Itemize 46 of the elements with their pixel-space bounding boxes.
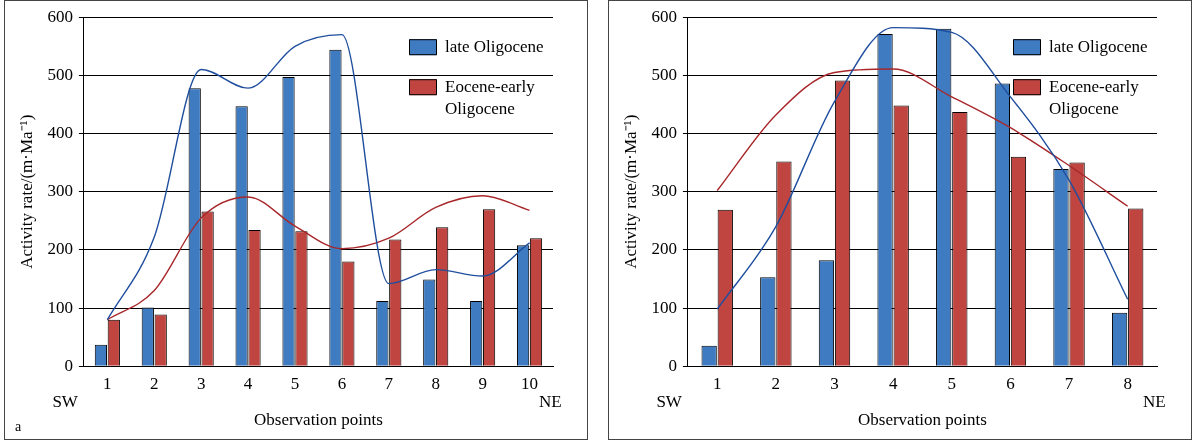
y-axis-title: Activity rate/(m·Ma⁻¹) (620, 114, 640, 269)
x-tick-label: 1 (712, 373, 722, 393)
x-axis-title: Observation points (254, 410, 383, 430)
y-tick-label: 0 (668, 355, 677, 375)
text: NE (1143, 391, 1166, 411)
text: a (15, 418, 22, 434)
text: NE (539, 391, 562, 411)
x-axis-title: Observation points (858, 410, 987, 430)
x-tick-label: 5 (290, 373, 300, 393)
x-tick-label: 7 (384, 373, 394, 393)
y-tick-label: 300 (47, 181, 73, 201)
y-tick-label: 400 (47, 123, 73, 142)
y-tick-label: 400 (651, 123, 677, 142)
x-tick-label: 7 (1064, 373, 1074, 393)
legend-label: Eocene-early Oligocene (1049, 76, 1140, 118)
x-tick-label: 6 (1006, 373, 1015, 393)
y-tick-label: 200 (651, 239, 677, 259)
x-tick-label: 3 (196, 373, 206, 393)
legend-label: late Oligocene (1049, 36, 1148, 56)
x-tick-label: 2 (150, 373, 159, 393)
y-tick-label: 100 (47, 297, 73, 317)
y-axis-title: Activity rate/(m·Ma⁻¹) (16, 114, 36, 269)
text: SW (52, 391, 79, 411)
y-tick-label: 600 (47, 6, 73, 26)
y-tick-label: 600 (651, 6, 677, 26)
x-tick-label: 4 (888, 373, 898, 393)
y-tick-label: 100 (651, 297, 677, 317)
x-tick-label: 5 (947, 373, 957, 393)
x-tick-label: 6 (337, 373, 347, 393)
y-tick-label: 300 (651, 181, 677, 201)
x-tick-label: 10 (521, 373, 539, 393)
x-tick-label: 4 (243, 373, 253, 393)
legend-label: late Oligocene (445, 36, 544, 56)
x-tick-label: 9 (478, 373, 487, 393)
text: SW (656, 391, 683, 411)
x-tick-label: 8 (1123, 373, 1132, 393)
x-tick-label: 1 (103, 373, 112, 393)
y-tick-label: 500 (651, 64, 677, 84)
legend-label: Eocene-early Oligocene (445, 76, 536, 118)
line-series (106, 195, 531, 321)
x-tick-label: 2 (771, 373, 781, 393)
y-tick-label: 0 (64, 355, 73, 375)
y-tick-label: 200 (47, 239, 73, 259)
x-tick-label: 3 (830, 373, 839, 393)
y-tick-label: 500 (47, 64, 73, 84)
x-tick-label: 8 (431, 373, 440, 393)
